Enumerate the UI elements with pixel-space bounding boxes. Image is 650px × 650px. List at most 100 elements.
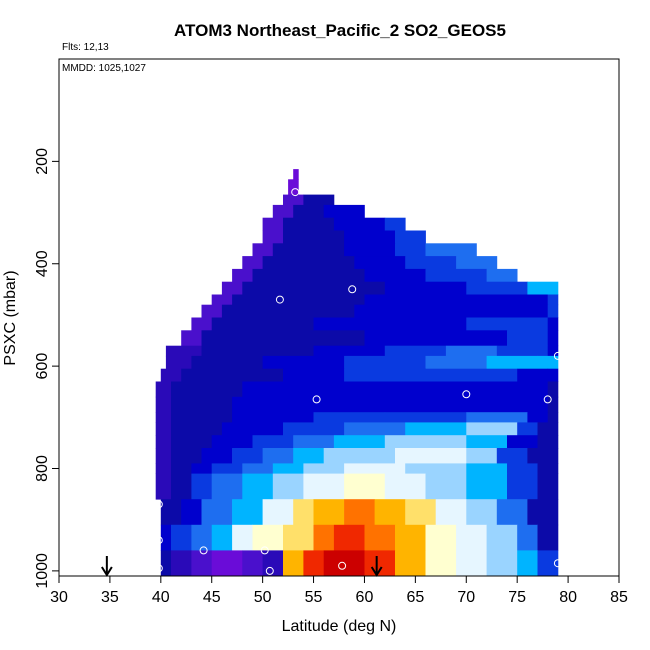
heatmap-cell	[466, 473, 508, 500]
heatmap-cell	[165, 355, 192, 370]
heatmap-cell	[384, 345, 447, 357]
heatmap-cell	[466, 412, 528, 423]
heatmap-cell	[211, 524, 233, 551]
heatmap-cell	[272, 463, 304, 474]
heatmap-cell	[201, 330, 365, 347]
heatmap-cell	[344, 473, 386, 500]
heatmap-cell	[262, 448, 294, 464]
down-arrow-icon	[101, 556, 113, 577]
heatmap-cell	[191, 355, 264, 370]
heatmap-cell	[496, 345, 549, 357]
heatmap-cell	[374, 499, 406, 526]
heatmap-cell	[293, 204, 325, 219]
x-tick-label: 60	[356, 589, 374, 606]
heatmap-cell	[211, 294, 233, 306]
heatmap-cell	[364, 294, 549, 306]
heatmap-cell	[191, 473, 213, 500]
y-tick-label: 800	[34, 455, 51, 482]
heatmap-cell	[221, 422, 284, 436]
heatmap-cell	[160, 499, 182, 526]
x-tick-label: 75	[508, 589, 526, 606]
heatmap-cell	[344, 243, 396, 257]
heatmap-cell	[262, 256, 355, 270]
heatmap-cell	[323, 204, 365, 219]
sample-point	[348, 285, 357, 294]
heatmap-cell	[395, 230, 426, 244]
heatmap-cell	[181, 330, 202, 347]
heatmap-cell	[232, 294, 365, 306]
heatmap-cell	[155, 448, 172, 464]
heatmap-cell	[466, 317, 549, 331]
heatmap-cell	[466, 381, 549, 398]
heatmap-cell	[155, 422, 172, 436]
sample-point	[265, 566, 274, 575]
heatmap-cell	[232, 448, 263, 464]
x-axis: 30 35 40 45 50 55 60 65 70 75 80 85	[50, 576, 628, 606]
chart-title: ATOM3 Northeast_Pacific_2 SO2_GEOS5	[174, 21, 506, 40]
heatmap-cell	[171, 550, 192, 577]
heatmap-cell	[201, 345, 314, 357]
heatmap-cell	[507, 435, 538, 449]
heatmap-cell	[155, 473, 172, 500]
heatmap-cell	[313, 524, 335, 551]
heatmap-cell	[486, 550, 518, 577]
heatmap-cell	[232, 524, 253, 551]
heatmap-cell	[232, 412, 314, 423]
heatmap-cell	[445, 345, 498, 357]
heatmap-cell	[384, 473, 426, 500]
sample-point	[543, 395, 552, 404]
heatmap-cell	[425, 355, 487, 370]
sample-point	[462, 390, 471, 399]
heatmap-cell	[242, 256, 264, 270]
heatmap-cell	[405, 422, 467, 436]
heatmap-cell	[303, 194, 335, 206]
heatmap-cell	[496, 448, 528, 464]
heatmap-cell	[456, 550, 487, 577]
heatmap-cell	[405, 499, 437, 526]
sample-point	[312, 395, 321, 404]
heatmap-cell	[242, 281, 386, 295]
sample-point	[154, 500, 163, 509]
heatmap-cell	[171, 473, 192, 500]
sample-point	[291, 188, 300, 197]
heatmap-cell	[384, 435, 467, 449]
heatmap-cell	[155, 381, 172, 398]
flights-annotation: Flts: 12,13	[62, 42, 109, 53]
y-tick-label: 600	[34, 353, 51, 380]
heatmap-cell	[293, 435, 335, 449]
heatmap-cell	[313, 499, 345, 526]
heatmap-cell	[262, 217, 284, 231]
heatmap-cell	[283, 368, 345, 382]
heatmap-cell	[517, 368, 549, 382]
sample-point	[199, 546, 208, 555]
heatmap-cell	[466, 435, 508, 449]
sample-point	[553, 351, 562, 360]
heatmap-cell	[155, 412, 172, 423]
sample-point	[553, 559, 562, 568]
heatmap-cell	[466, 499, 498, 526]
heatmap-cell	[181, 368, 284, 382]
heatmap-cell	[262, 499, 294, 526]
heatmap-cell	[466, 422, 518, 436]
heatmap-cell	[425, 550, 457, 577]
heatmap-cell	[171, 463, 192, 474]
heatmap-cell	[537, 473, 559, 500]
down-arrow-icon	[370, 556, 383, 577]
heatmap-cell	[211, 550, 243, 577]
heatmap-cell	[425, 473, 467, 500]
sample-point	[154, 536, 163, 545]
heatmap-cell	[405, 256, 457, 270]
heatmap-cell	[405, 463, 467, 474]
heatmap-cell	[252, 435, 294, 449]
heatmap-cell	[242, 381, 304, 398]
heatmap-cell	[425, 368, 518, 382]
heatmap-cell	[547, 317, 559, 331]
heatmap-cell	[283, 230, 345, 244]
heatmap-cell	[232, 396, 304, 413]
heatmap-cell	[364, 381, 467, 398]
heatmap-cell	[547, 412, 559, 423]
heatmap-cell	[547, 304, 559, 318]
heatmap-cell	[456, 256, 498, 270]
heatmap-cell	[313, 345, 386, 357]
